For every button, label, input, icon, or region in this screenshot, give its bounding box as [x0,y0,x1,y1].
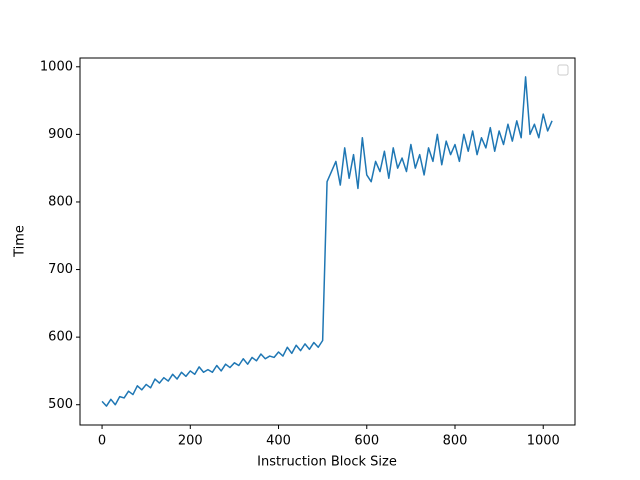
y-tick-label: 900 [48,127,73,142]
x-axis-label: Instruction Block Size [257,455,397,470]
y-tick-label: 500 [48,397,73,412]
data-line [101,76,553,407]
x-tick-label: 800 [443,434,468,449]
legend [557,64,569,76]
x-tick-label: 200 [178,434,203,449]
x-tick-label: 0 [98,434,106,449]
y-tick-label: 1000 [40,59,73,74]
plot-frame [79,57,576,426]
y-tick-label: 700 [48,262,73,277]
y-tick-label: 800 [48,194,73,209]
y-axis-label: Time [13,225,28,258]
x-tick-label: 1000 [527,434,560,449]
x-tick-label: 400 [266,434,291,449]
x-tick-label: 600 [354,434,379,449]
y-tick-label: 600 [48,330,73,345]
